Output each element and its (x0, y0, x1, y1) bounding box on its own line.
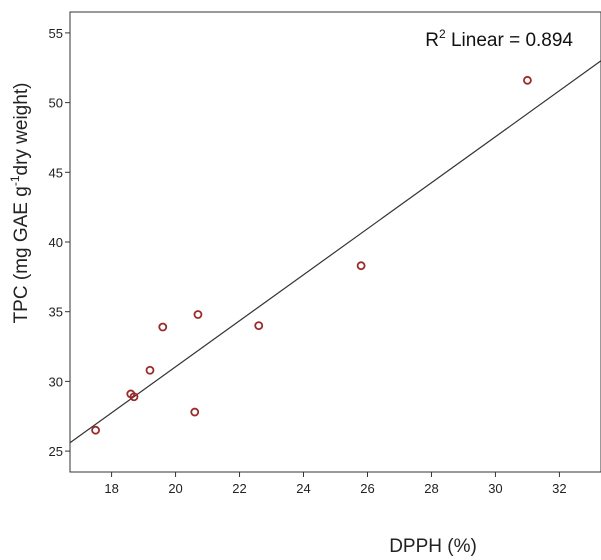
y-axis-title: TPC (mg GAE g-1dry weight) (8, 83, 32, 324)
y-axis-ticks: 25 30 35 40 45 50 55 (49, 26, 70, 459)
r-squared-base: R (425, 30, 439, 51)
r-squared-annotation: R2 Linear = 0.894 (425, 27, 573, 51)
plot-frame (69, 11, 601, 473)
data-point (145, 365, 155, 375)
linear-fit-line (69, 60, 601, 444)
y-axis-title-superscript: -1 (8, 175, 22, 186)
y-tick-label: 35 (49, 305, 63, 320)
x-tick-label: 24 (296, 481, 310, 496)
data-point (523, 75, 532, 85)
y-tick-label: 25 (49, 444, 63, 459)
x-tick-label: 30 (488, 481, 502, 496)
data-point (158, 322, 168, 332)
data-point (254, 321, 264, 331)
data-point (91, 425, 100, 435)
x-axis-title: DPPH (%) (389, 536, 477, 557)
x-tick-label: 20 (168, 481, 182, 496)
x-tick-label: 22 (232, 481, 246, 496)
x-tick-label: 18 (104, 481, 118, 496)
x-axis-ticks: 18 20 22 24 26 28 30 32 (104, 472, 567, 496)
y-tick-label: 55 (49, 26, 63, 41)
y-axis-title-rest: dry weight) (11, 83, 32, 176)
x-tick-label: 32 (552, 481, 566, 496)
y-tick-label: 45 (49, 165, 63, 180)
y-tick-label: 30 (49, 374, 63, 389)
r-squared-value: Linear = 0.894 (446, 30, 574, 51)
y-tick-label: 40 (49, 235, 63, 250)
y-axis-title-base: TPC (mg GAE g (11, 186, 32, 323)
r-squared-superscript: 2 (439, 27, 446, 41)
data-point (356, 261, 366, 271)
data-point (129, 392, 139, 402)
y-tick-label: 50 (49, 96, 63, 111)
data-point (193, 310, 203, 319)
data-point (190, 407, 200, 417)
data-points (91, 75, 532, 435)
x-tick-label: 28 (424, 481, 438, 496)
x-tick-label: 26 (360, 481, 374, 496)
